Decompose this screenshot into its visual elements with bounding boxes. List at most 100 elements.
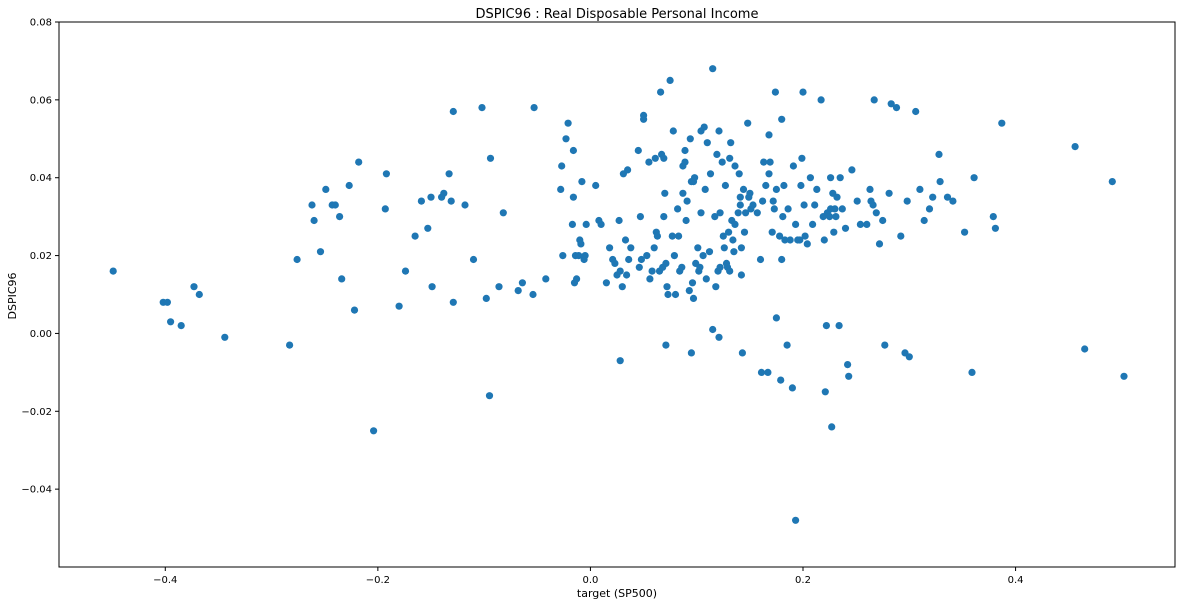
data-point — [788, 384, 797, 392]
data-point — [691, 174, 699, 182]
axis-ticks: −0.4 −0.2 0.0 0.2 0.4 −0.04 −0.02 0.00 0.02 0.04 0… — [21, 18, 1023, 587]
data-point — [753, 209, 761, 217]
data-point — [771, 88, 780, 96]
data-point — [844, 361, 852, 369]
data-point — [905, 353, 913, 361]
data-point — [569, 146, 578, 155]
data-point — [286, 341, 294, 349]
data-point — [688, 279, 697, 287]
data-point — [578, 178, 586, 186]
data-point — [929, 193, 937, 201]
data-point — [382, 170, 390, 178]
data-point — [636, 213, 645, 221]
data-point — [650, 244, 658, 252]
data-point — [820, 236, 828, 244]
data-point — [637, 255, 646, 264]
data-point — [699, 252, 707, 260]
data-point — [666, 76, 674, 84]
data-point — [662, 341, 670, 349]
data-point — [706, 170, 715, 178]
data-point — [897, 232, 905, 240]
data-point — [1120, 372, 1128, 380]
data-point — [564, 119, 572, 127]
data-point — [870, 96, 878, 104]
data-point — [943, 193, 952, 201]
y-axis-label: DSPIC96 — [6, 272, 19, 319]
data-point — [592, 181, 600, 190]
data-point — [703, 139, 711, 147]
data-point — [772, 185, 781, 193]
data-point — [573, 275, 581, 283]
data-point — [674, 205, 682, 213]
data-point — [833, 193, 841, 201]
data-point — [648, 267, 656, 275]
data-point — [653, 232, 662, 240]
data-point — [792, 516, 800, 524]
data-point — [195, 290, 203, 299]
data-point — [401, 267, 410, 275]
data-point — [616, 357, 624, 365]
data-point — [559, 252, 567, 260]
data-point — [660, 213, 668, 221]
data-point — [606, 244, 614, 252]
data-point — [499, 209, 507, 217]
data-point — [826, 213, 834, 221]
data-point — [879, 216, 887, 225]
data-point — [800, 201, 808, 209]
data-point — [310, 216, 318, 225]
data-point — [664, 290, 672, 299]
data-point — [760, 158, 768, 166]
data-point — [797, 181, 805, 190]
data-point — [687, 349, 696, 357]
data-point — [719, 232, 727, 240]
data-point — [428, 283, 436, 291]
data-point — [892, 104, 901, 112]
data-point — [675, 232, 683, 240]
data-point — [616, 267, 624, 275]
data-point — [643, 252, 651, 260]
data-point — [799, 88, 807, 96]
data-point — [998, 119, 1006, 127]
data-point — [881, 341, 889, 349]
data-point — [726, 154, 734, 162]
data-point — [778, 255, 786, 264]
data-point — [737, 244, 746, 252]
data-point — [778, 115, 786, 123]
data-point — [970, 174, 978, 182]
data-point — [635, 263, 643, 271]
data-point — [736, 193, 744, 201]
data-point — [322, 185, 330, 193]
data-point — [796, 236, 804, 244]
data-point — [920, 216, 928, 225]
data-point — [701, 185, 709, 193]
data-point — [968, 368, 976, 376]
data-point — [482, 294, 490, 302]
data-point — [756, 255, 765, 264]
data-point — [427, 193, 435, 201]
data-point — [832, 213, 840, 221]
data-point — [715, 127, 723, 135]
data-point — [856, 220, 865, 228]
x-tick-label: 0.2 — [795, 575, 811, 586]
data-point — [651, 154, 659, 162]
data-point — [663, 283, 671, 291]
data-point — [486, 154, 495, 162]
data-point — [749, 201, 757, 209]
data-point — [682, 216, 690, 225]
data-point — [783, 341, 791, 349]
data-point — [827, 174, 835, 182]
data-point — [772, 314, 781, 322]
data-point — [720, 244, 728, 252]
data-point — [696, 263, 704, 271]
data-point — [449, 298, 457, 306]
data-point — [744, 119, 752, 127]
x-tick-label: 0.4 — [1008, 575, 1024, 586]
data-point — [581, 252, 589, 260]
data-point — [662, 259, 670, 267]
x-tick-label: 0.0 — [582, 575, 598, 586]
data-point — [713, 150, 721, 158]
data-point — [350, 306, 359, 314]
data-point — [445, 170, 453, 178]
plot-frame — [58, 21, 1176, 568]
